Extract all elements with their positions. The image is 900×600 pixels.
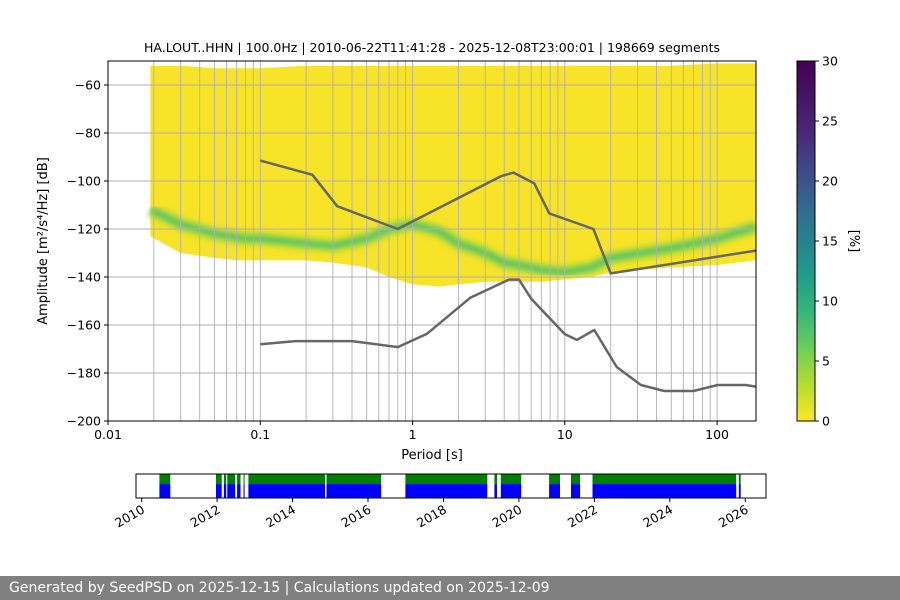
availability-span-upper — [237, 474, 241, 485]
availability-span-lower — [223, 484, 227, 498]
x-tick-label: 0.01 — [94, 427, 122, 442]
availability-span-lower — [227, 484, 236, 498]
availability-span-lower — [159, 484, 171, 498]
y-tick-label: −160 — [67, 318, 101, 333]
psd-figure: HA.LOUT..HHN | 100.0Hz | 2010-06-22T11:4… — [36, 40, 861, 531]
availability-span-lower — [326, 484, 382, 498]
availability-span-upper — [223, 474, 227, 485]
availability-span-upper — [326, 474, 382, 485]
y-axis-label: Amplitude [m²/s⁴/Hz] [dB] — [36, 157, 51, 325]
availability-span-upper — [248, 474, 325, 485]
availability-span-upper — [159, 474, 171, 485]
availability-span-upper — [549, 474, 560, 485]
colorbar-tick-label: 25 — [822, 114, 838, 129]
availability-span-upper — [592, 474, 737, 485]
timeline-tick-label: 2022 — [565, 502, 600, 531]
x-axis: 0.01 0.1 1 10 100 — [94, 421, 729, 442]
colorbar-tick-label: 5 — [822, 354, 830, 369]
timeline-tick-label: 2014 — [263, 502, 298, 531]
availability-span-upper — [227, 474, 236, 485]
availability-span-lower — [549, 484, 560, 498]
x-axis-label: Period [s] — [401, 448, 463, 463]
y-tick-label: −120 — [67, 222, 101, 237]
availability-span-upper — [216, 474, 222, 485]
colorbar — [796, 60, 816, 422]
data-availability-timeline — [159, 474, 741, 498]
noise-model-lines — [259, 159, 756, 393]
high-noise-model-line — [259, 159, 756, 275]
y-tick-label: −200 — [67, 414, 101, 429]
timeline-tick-label: 2026 — [716, 502, 751, 531]
timeline-tick-label: 2012 — [188, 502, 223, 531]
y-tick-label: −180 — [67, 366, 101, 381]
timeline-tick-label: 2010 — [112, 502, 147, 531]
y-tick-label: −80 — [75, 126, 101, 141]
x-tick-label: 10 — [557, 427, 573, 442]
y-tick-label: −100 — [67, 174, 101, 189]
y-axis: −60 −80 −100 −120 −140 −160 −180 −200 — [67, 78, 108, 429]
timeline-axis: 2010 2012 2014 2016 2018 2020 2022 2024 2026 — [112, 498, 751, 531]
availability-span-lower — [571, 484, 581, 498]
y-tick-label: −140 — [67, 270, 101, 285]
x-tick-label: 100 — [705, 427, 729, 442]
chart-title: HA.LOUT..HHN | 100.0Hz | 2010-06-22T11:4… — [144, 40, 720, 55]
low-noise-model-line — [260, 278, 756, 393]
colorbar-axis: 0 5 10 15 20 25 30 — [815, 54, 838, 429]
availability-span-upper — [738, 474, 741, 485]
timeline-tick-label: 2020 — [489, 502, 524, 531]
x-tick-label: 1 — [409, 427, 417, 442]
availability-span-upper — [243, 474, 245, 485]
timeline-tick-label: 2018 — [414, 502, 449, 531]
availability-span-lower — [738, 484, 741, 498]
availability-span-upper — [405, 474, 488, 485]
availability-span-upper — [571, 474, 581, 485]
availability-span-lower — [405, 484, 488, 498]
x-tick-label: 0.1 — [250, 427, 270, 442]
footer-bar: Generated by SeedPSD on 2025-12-15 | Cal… — [0, 576, 900, 600]
colorbar-tick-label: 0 — [822, 414, 830, 429]
availability-span-upper — [494, 474, 497, 485]
psd-density-heatmap — [147, 63, 756, 287]
availability-span-lower — [592, 484, 737, 498]
colorbar-tick-label: 30 — [822, 54, 838, 69]
availability-span-lower — [243, 484, 245, 498]
y-tick-label: −60 — [75, 78, 101, 93]
availability-span-lower — [216, 484, 222, 498]
availability-span-upper — [500, 474, 522, 485]
availability-span-lower — [494, 484, 497, 498]
colorbar-tick-label: 10 — [822, 294, 838, 309]
availability-span-lower — [237, 484, 241, 498]
timeline-tick-label: 2024 — [640, 502, 675, 531]
colorbar-label: [%] — [846, 230, 861, 253]
timeline-frame — [135, 473, 767, 499]
availability-span-lower — [248, 484, 325, 498]
psd-envelope-band — [150, 63, 756, 287]
plot-frame — [107, 60, 757, 422]
timeline-tick-label: 2016 — [338, 502, 373, 531]
colorbar-tick-label: 20 — [822, 174, 838, 189]
footer-text: Generated by SeedPSD on 2025-12-15 | Cal… — [9, 580, 550, 596]
plot-grid — [108, 61, 756, 421]
availability-span-lower — [500, 484, 522, 498]
colorbar-tick-label: 15 — [822, 234, 838, 249]
